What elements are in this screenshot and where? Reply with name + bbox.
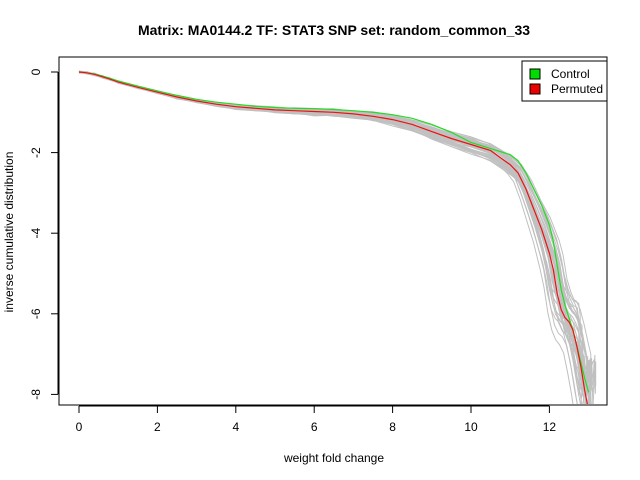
y-tick-label: -6 <box>29 308 43 319</box>
y-axis-label: inverse cumulative distribution <box>2 152 16 313</box>
plot-frame <box>58 56 608 406</box>
x-tick-label: 10 <box>464 420 478 434</box>
legend-swatch <box>529 83 541 95</box>
control-series-line <box>78 71 590 393</box>
y-tick-label: 0 <box>29 68 43 75</box>
x-tick-label: 4 <box>232 420 239 434</box>
x-axis: 0 2 4 6 8 10 12 <box>76 405 557 434</box>
permuted-series-line <box>78 71 588 404</box>
x-tick-label: 0 <box>76 420 83 434</box>
y-tick-label: -2 <box>29 147 43 158</box>
y-axis: 0 -2 -4 -6 -8 <box>29 68 59 400</box>
y-tick-label: -4 <box>29 228 43 239</box>
y-tick-label: -8 <box>29 389 43 400</box>
chart-title: Matrix: MA0144.2 TF: STAT3 SNP set: rand… <box>138 22 530 38</box>
x-axis-label: weight fold change <box>283 451 384 465</box>
legend-swatch <box>529 68 541 80</box>
permutation-curve <box>78 71 593 391</box>
x-tick-label: 6 <box>311 420 318 434</box>
x-tick-label: 2 <box>154 420 161 434</box>
legend-label: Control <box>551 67 590 81</box>
x-tick-label: 8 <box>389 420 396 434</box>
main-series-group <box>78 71 590 404</box>
legend-label: Permuted <box>551 82 603 96</box>
x-tick-label: 12 <box>543 420 557 434</box>
